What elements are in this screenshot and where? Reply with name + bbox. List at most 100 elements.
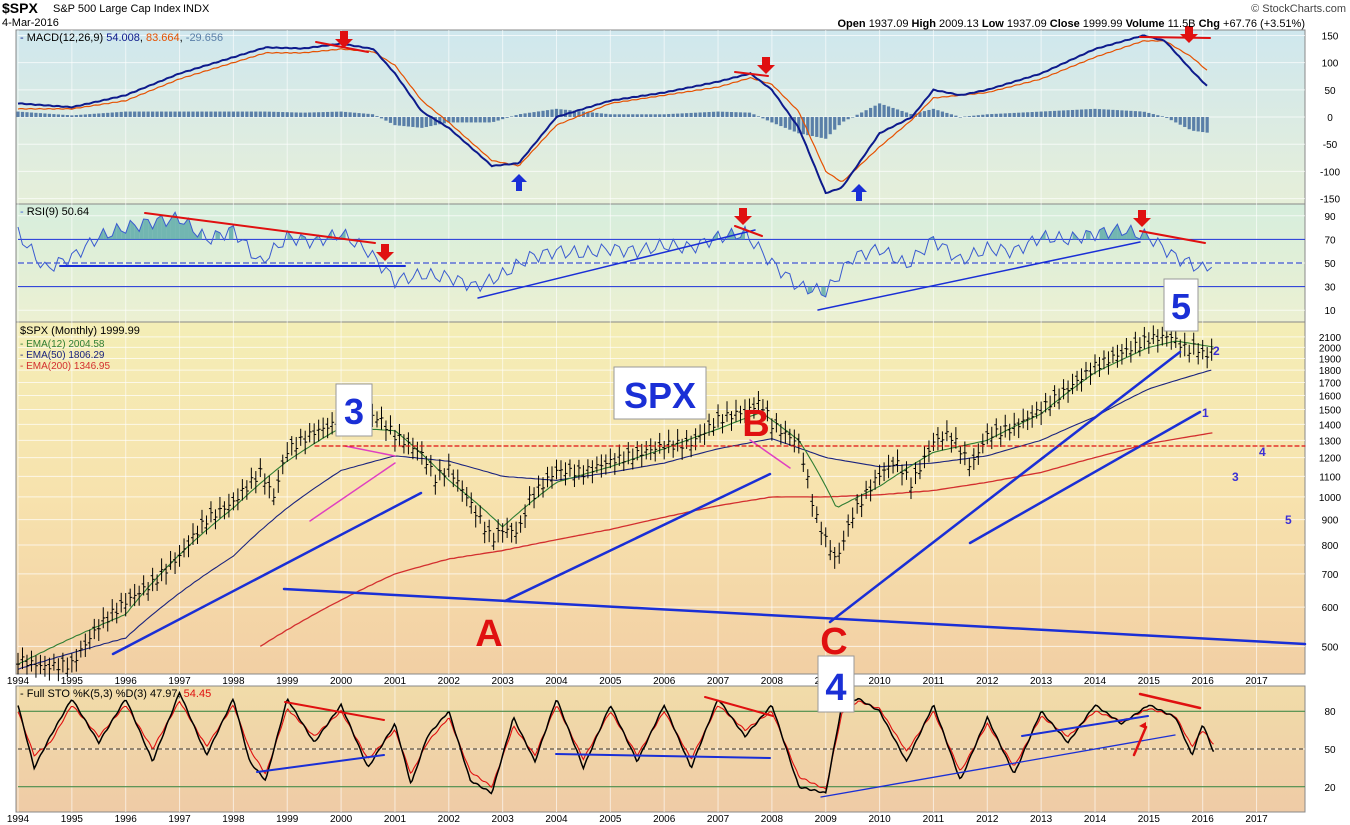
price-bar xyxy=(451,469,456,488)
x-tick-label: 1998 xyxy=(222,814,245,825)
histogram-bar xyxy=(276,111,280,117)
price-bar xyxy=(235,488,240,511)
x-tick-label: 1996 xyxy=(115,814,138,825)
histogram-bar xyxy=(860,112,864,117)
price-bar xyxy=(38,654,43,675)
price-bar xyxy=(532,487,537,509)
down-arrow-icon xyxy=(335,31,353,48)
histogram-bar xyxy=(254,111,258,117)
histogram-bar xyxy=(92,113,96,117)
histogram-bar xyxy=(711,111,716,117)
price-bar xyxy=(401,434,406,454)
histogram-bar xyxy=(635,114,639,117)
price-bar xyxy=(298,428,303,446)
histogram-bar xyxy=(361,113,366,117)
price-bar xyxy=(150,567,155,592)
histogram-bar xyxy=(65,115,69,117)
histogram-bar xyxy=(352,112,357,117)
histogram-bar xyxy=(263,111,267,117)
histogram-bar xyxy=(1097,109,1102,117)
price-bar xyxy=(958,445,963,464)
x-tick-label: 2010 xyxy=(868,814,891,825)
histogram-bar xyxy=(330,111,334,117)
rsi-overbought-fill xyxy=(130,220,135,240)
price-bar xyxy=(406,432,411,455)
price-bar xyxy=(240,479,245,501)
price-bar xyxy=(581,465,586,485)
macd-histogram xyxy=(16,103,1209,139)
wave-3-box xyxy=(335,383,373,437)
price-bar xyxy=(523,504,528,528)
histogram-bar xyxy=(595,112,599,117)
histogram-bar xyxy=(613,114,617,117)
histogram-bar xyxy=(424,117,428,127)
histogram-bar xyxy=(124,111,128,117)
histogram-bar xyxy=(61,114,65,117)
price-bar xyxy=(1025,410,1030,431)
histogram-bar xyxy=(694,112,698,117)
panel-legends: - MACD(12,26,9) 54.008, 83.664, -29.656 … xyxy=(20,32,223,700)
x-tick-label: 2012 xyxy=(976,814,999,825)
histogram-bar xyxy=(837,117,841,126)
histogram-bar xyxy=(1048,111,1052,117)
price-bar xyxy=(662,440,667,460)
x-tick-label: 2011 xyxy=(923,676,945,687)
price-bar xyxy=(518,515,523,533)
price-bar xyxy=(926,440,931,463)
histogram-bar xyxy=(321,112,325,117)
histogram-bar xyxy=(702,112,707,117)
price-bar xyxy=(1200,339,1205,360)
price-bar xyxy=(558,460,563,481)
series-layer xyxy=(17,34,1215,795)
rsi-overbought-fill xyxy=(139,219,144,240)
rsi-overbought-fill xyxy=(1099,227,1104,240)
price-bar xyxy=(603,454,608,475)
histogram-bar xyxy=(532,112,536,117)
histogram-bar xyxy=(1017,112,1021,117)
price-bar xyxy=(657,432,662,454)
sto-d-line xyxy=(17,700,1214,790)
histogram-bar xyxy=(1120,110,1124,117)
price-bar xyxy=(186,535,191,558)
histogram-bar xyxy=(945,112,949,117)
histogram-bar xyxy=(604,113,608,117)
rsi-overbought-fill xyxy=(157,215,162,240)
histogram-bar xyxy=(29,112,34,117)
x-tick-label: 2005 xyxy=(599,676,622,687)
price-bar xyxy=(1196,343,1201,365)
price-bar xyxy=(1016,418,1021,439)
price-bar xyxy=(262,473,267,495)
price-bar xyxy=(509,522,514,543)
histogram-bar xyxy=(415,117,419,128)
price-bar xyxy=(980,433,985,454)
x-tick-label: 2002 xyxy=(438,676,461,687)
price-bar xyxy=(110,599,115,622)
chart-date: 4-Mar-2016 xyxy=(2,17,59,29)
histogram-bar xyxy=(119,111,123,117)
histogram-bar xyxy=(370,114,375,117)
price-bar xyxy=(882,462,887,482)
price-bar xyxy=(195,525,200,545)
y-tick-label: 20 xyxy=(1324,783,1336,794)
histogram-bar xyxy=(676,113,680,117)
histogram-bar xyxy=(716,111,720,117)
price-bar xyxy=(132,583,137,607)
price-bar xyxy=(42,655,47,677)
histogram-bar xyxy=(797,117,801,134)
price-bar xyxy=(464,486,469,507)
histogram-bar xyxy=(882,104,886,117)
price-bar xyxy=(16,652,20,675)
histogram-bar xyxy=(272,111,276,117)
price-bar xyxy=(953,427,958,449)
histogram-bar xyxy=(38,113,43,117)
histogram-bar xyxy=(590,112,594,117)
x-tick-label: 2013 xyxy=(1030,676,1053,687)
x-tick-label: 2001 xyxy=(384,814,407,825)
histogram-bar xyxy=(343,111,348,117)
histogram-bar xyxy=(756,116,761,117)
x-tick-label: 1995 xyxy=(61,676,84,687)
right-label-1: 1 xyxy=(1202,406,1209,420)
price-bar xyxy=(859,493,864,518)
rsi-line xyxy=(17,211,1213,298)
histogram-bar xyxy=(137,111,141,117)
